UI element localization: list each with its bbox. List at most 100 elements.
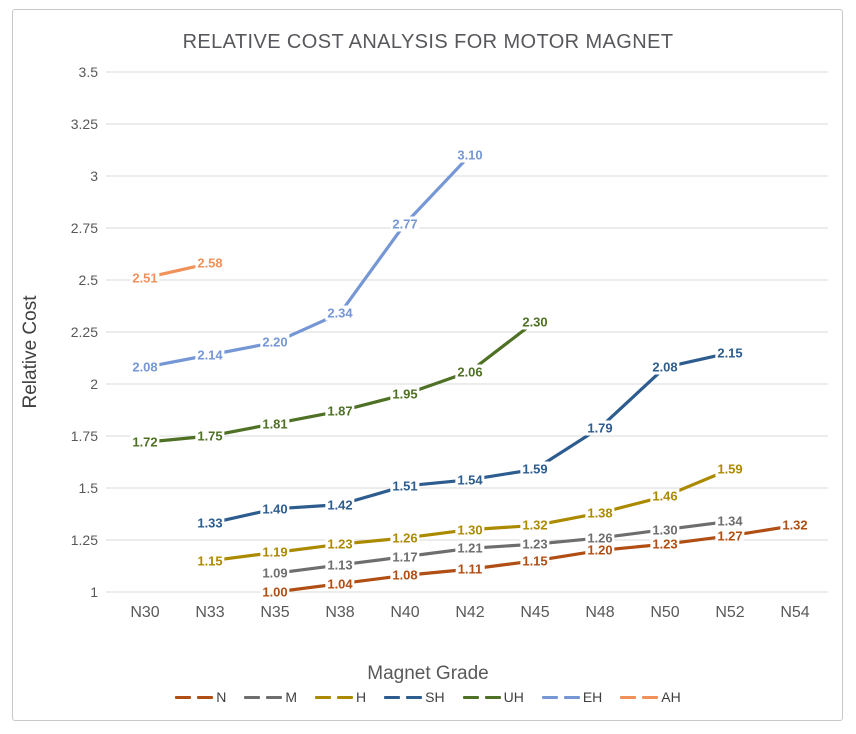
data-label-SH: 1.54 bbox=[455, 472, 485, 488]
data-label-SH: 2.08 bbox=[650, 359, 680, 375]
data-label-M: 1.30 bbox=[650, 522, 680, 538]
x-tick-label: N40 bbox=[390, 604, 420, 621]
data-label-N: 1.00 bbox=[260, 584, 290, 600]
data-label-UH: 1.81 bbox=[260, 416, 290, 432]
legend-dash-icon bbox=[244, 695, 283, 699]
legend-label: EH bbox=[582, 689, 603, 705]
legend-dash bbox=[563, 695, 580, 699]
legend-label: UH bbox=[503, 689, 524, 705]
data-label-EH: 2.34 bbox=[325, 305, 355, 321]
y-tick-label: 1.5 bbox=[78, 480, 98, 496]
data-label-H: 1.32 bbox=[520, 517, 550, 533]
data-label-SH: 1.42 bbox=[325, 497, 355, 513]
y-tick-label: 2.25 bbox=[70, 324, 98, 340]
series-line-EH bbox=[143, 153, 472, 369]
data-label-SH: 1.33 bbox=[195, 515, 225, 531]
legend-dash bbox=[620, 695, 637, 699]
data-label-M: 1.26 bbox=[585, 530, 615, 546]
data-label-M: 1.17 bbox=[390, 549, 420, 565]
y-tick-label: 3.5 bbox=[78, 64, 98, 80]
data-label-N: 1.32 bbox=[780, 517, 810, 533]
legend-dash-icon bbox=[315, 695, 354, 699]
data-label-SH: 1.59 bbox=[520, 461, 550, 477]
chart-border-frame bbox=[12, 9, 843, 721]
data-label-SH: 1.51 bbox=[390, 478, 420, 494]
x-axis-title: Magnet Grade bbox=[367, 663, 489, 684]
y-tick-label: 2.75 bbox=[70, 220, 98, 236]
data-label-SH: 1.40 bbox=[260, 501, 290, 517]
legend-item-SH: SH bbox=[384, 689, 445, 705]
legend-item-AH: AH bbox=[620, 689, 681, 705]
x-tick-label: N33 bbox=[195, 604, 225, 621]
data-label-H: 1.46 bbox=[650, 488, 680, 504]
x-tick-label: N54 bbox=[780, 604, 810, 621]
legend-dash bbox=[462, 695, 479, 699]
data-label-H: 1.23 bbox=[325, 536, 355, 552]
x-tick-label: N42 bbox=[455, 604, 485, 621]
legend-dash bbox=[197, 695, 214, 699]
legend-dash-icon bbox=[384, 695, 423, 699]
data-label-H: 1.38 bbox=[585, 505, 615, 521]
legend-label: M bbox=[285, 689, 298, 705]
y-tick-label: 2.5 bbox=[78, 272, 98, 288]
legend-dash-icon bbox=[462, 695, 501, 699]
data-label-N: 1.15 bbox=[520, 553, 550, 569]
data-label-UH: 1.87 bbox=[325, 403, 355, 419]
data-label-N: 1.27 bbox=[715, 528, 745, 544]
y-tick-label: 1.75 bbox=[70, 428, 98, 444]
data-label-EH: 3.10 bbox=[455, 147, 485, 163]
legend-label: AH bbox=[661, 689, 681, 705]
chart-title: RELATIVE COST ANALYSIS FOR MOTOR MAGNET bbox=[182, 31, 674, 53]
y-tick-label: 1.25 bbox=[70, 532, 98, 548]
data-label-SH: 1.79 bbox=[585, 420, 615, 436]
legend-item-M: M bbox=[244, 689, 297, 705]
data-label-H: 1.15 bbox=[195, 553, 225, 569]
data-label-UH: 1.95 bbox=[390, 386, 420, 402]
x-tick-label: N30 bbox=[130, 604, 160, 621]
legend-dash bbox=[337, 695, 354, 699]
legend-item-N: N bbox=[175, 689, 226, 705]
data-label-UH: 1.72 bbox=[130, 434, 160, 450]
data-label-N: 1.11 bbox=[455, 561, 485, 577]
legend-dash bbox=[484, 695, 501, 699]
legend-dash bbox=[406, 695, 423, 699]
legend-label: H bbox=[356, 689, 367, 705]
data-label-SH: 2.15 bbox=[715, 345, 745, 361]
data-label-M: 1.13 bbox=[325, 557, 355, 573]
x-tick-label: N52 bbox=[715, 604, 745, 621]
data-label-N: 1.23 bbox=[650, 536, 680, 552]
data-label-N: 1.20 bbox=[585, 542, 615, 558]
y-tick-label: 1 bbox=[90, 584, 98, 600]
data-label-H: 1.30 bbox=[455, 522, 485, 538]
legend-dash bbox=[541, 695, 558, 699]
data-label-M: 1.09 bbox=[260, 565, 290, 581]
legend-item-H: H bbox=[315, 689, 366, 705]
data-label-AH: 2.58 bbox=[195, 255, 225, 271]
data-label-M: 1.34 bbox=[715, 513, 745, 529]
data-label-N: 1.04 bbox=[325, 576, 355, 592]
data-label-M: 1.23 bbox=[520, 536, 550, 552]
x-tick-label: N50 bbox=[650, 604, 680, 621]
data-label-H: 1.59 bbox=[715, 461, 745, 477]
legend-dash bbox=[266, 695, 283, 699]
y-tick-label: 2 bbox=[90, 376, 98, 392]
data-label-UH: 1.75 bbox=[195, 428, 225, 444]
legend-dash bbox=[315, 695, 332, 699]
data-label-UH: 2.30 bbox=[520, 314, 550, 330]
legend-dash-icon bbox=[620, 695, 659, 699]
x-tick-label: N38 bbox=[325, 604, 355, 621]
legend-dash-icon bbox=[175, 695, 214, 699]
legend-dash-icon bbox=[541, 695, 580, 699]
data-label-M: 1.21 bbox=[455, 540, 485, 556]
legend-dash bbox=[384, 695, 401, 699]
legend-label: SH bbox=[425, 689, 445, 705]
data-label-H: 1.26 bbox=[390, 530, 420, 546]
legend-dash bbox=[244, 695, 261, 699]
data-label-EH: 2.14 bbox=[195, 347, 225, 363]
x-tick-label: N45 bbox=[520, 604, 550, 621]
data-label-AH: 2.51 bbox=[130, 270, 160, 286]
x-tick-label: N35 bbox=[260, 604, 290, 621]
data-label-N: 1.08 bbox=[390, 567, 420, 583]
